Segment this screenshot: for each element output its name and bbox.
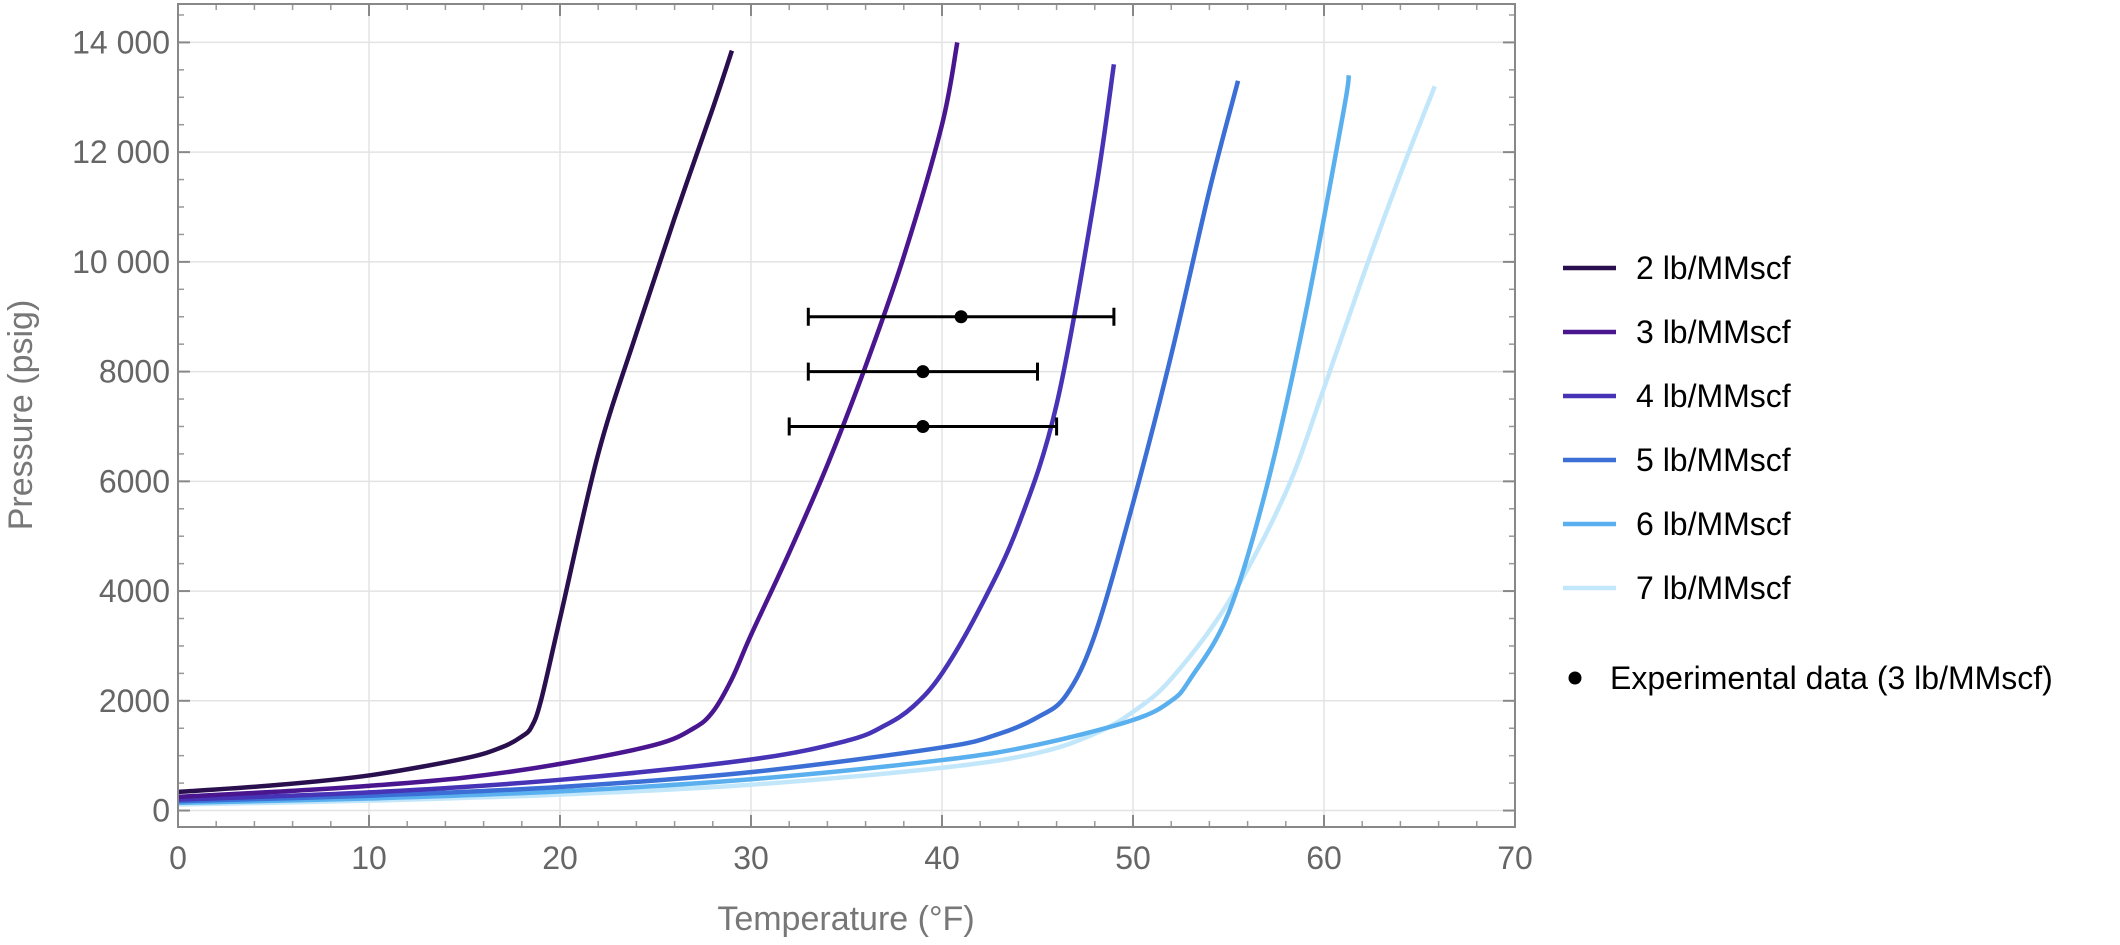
experimental-point xyxy=(954,310,968,324)
x-tick-label: 40 xyxy=(924,840,960,876)
legend-label-6: 7 lb/MMscf xyxy=(1636,570,1791,606)
x-tick-labels: 0 10 20 30 40 50 60 70 xyxy=(169,840,1533,876)
y-tick-label: 12 000 xyxy=(72,134,170,170)
series-line-2 xyxy=(177,41,960,800)
y-tick-label: 6000 xyxy=(99,463,170,499)
y-tick-label: 14 000 xyxy=(72,24,170,60)
legend: 2 lb/MMscf 3 lb/MMscf 4 lb/MMscf 5 lb/MMscf… xyxy=(1563,250,2053,696)
experimental-data-layer xyxy=(787,307,1116,436)
y-tick-label: 10 000 xyxy=(72,244,170,280)
series-line-3 xyxy=(177,64,1117,802)
series-layer xyxy=(177,41,1437,807)
x-tick-label: 20 xyxy=(542,840,578,876)
plot-frame xyxy=(177,3,1516,828)
legend-label-5: 6 lb/MMscf xyxy=(1636,506,1791,542)
series-line-4 xyxy=(177,80,1241,804)
y-tick-label: 0 xyxy=(152,793,170,829)
y-tick-labels: 0 2000 4000 6000 8000 10 000 12 000 14 000 xyxy=(72,24,170,828)
y-tick-label: 2000 xyxy=(99,683,170,719)
experimental-point xyxy=(916,419,930,433)
series-line-1 xyxy=(177,49,735,795)
legend-label-1: 2 lb/MMscf xyxy=(1636,250,1791,286)
x-tick-label: 10 xyxy=(351,840,387,876)
x-tick-label: 30 xyxy=(733,840,769,876)
series-line-6 xyxy=(177,85,1437,807)
x-tick-label: 0 xyxy=(169,840,187,876)
legend-label-4: 5 lb/MMscf xyxy=(1636,442,1791,478)
y-tick-label: 4000 xyxy=(99,573,170,609)
x-axis-label: Temperature (°F) xyxy=(717,900,974,938)
x-tick-label: 50 xyxy=(1115,840,1151,876)
legend-swatch-experimental xyxy=(1568,671,1582,685)
y-axis-label: Pressure (psig) xyxy=(2,300,40,531)
legend-label-2: 3 lb/MMscf xyxy=(1636,314,1791,350)
experimental-point xyxy=(916,365,930,379)
legend-label-experimental: Experimental data (3 lb/MMscf) xyxy=(1610,660,2053,696)
y-tick-label: 8000 xyxy=(99,354,170,390)
x-tick-label: 60 xyxy=(1306,840,1342,876)
legend-label-3: 4 lb/MMscf xyxy=(1636,378,1791,414)
series-line-5 xyxy=(177,75,1352,806)
x-tick-label: 70 xyxy=(1497,840,1533,876)
